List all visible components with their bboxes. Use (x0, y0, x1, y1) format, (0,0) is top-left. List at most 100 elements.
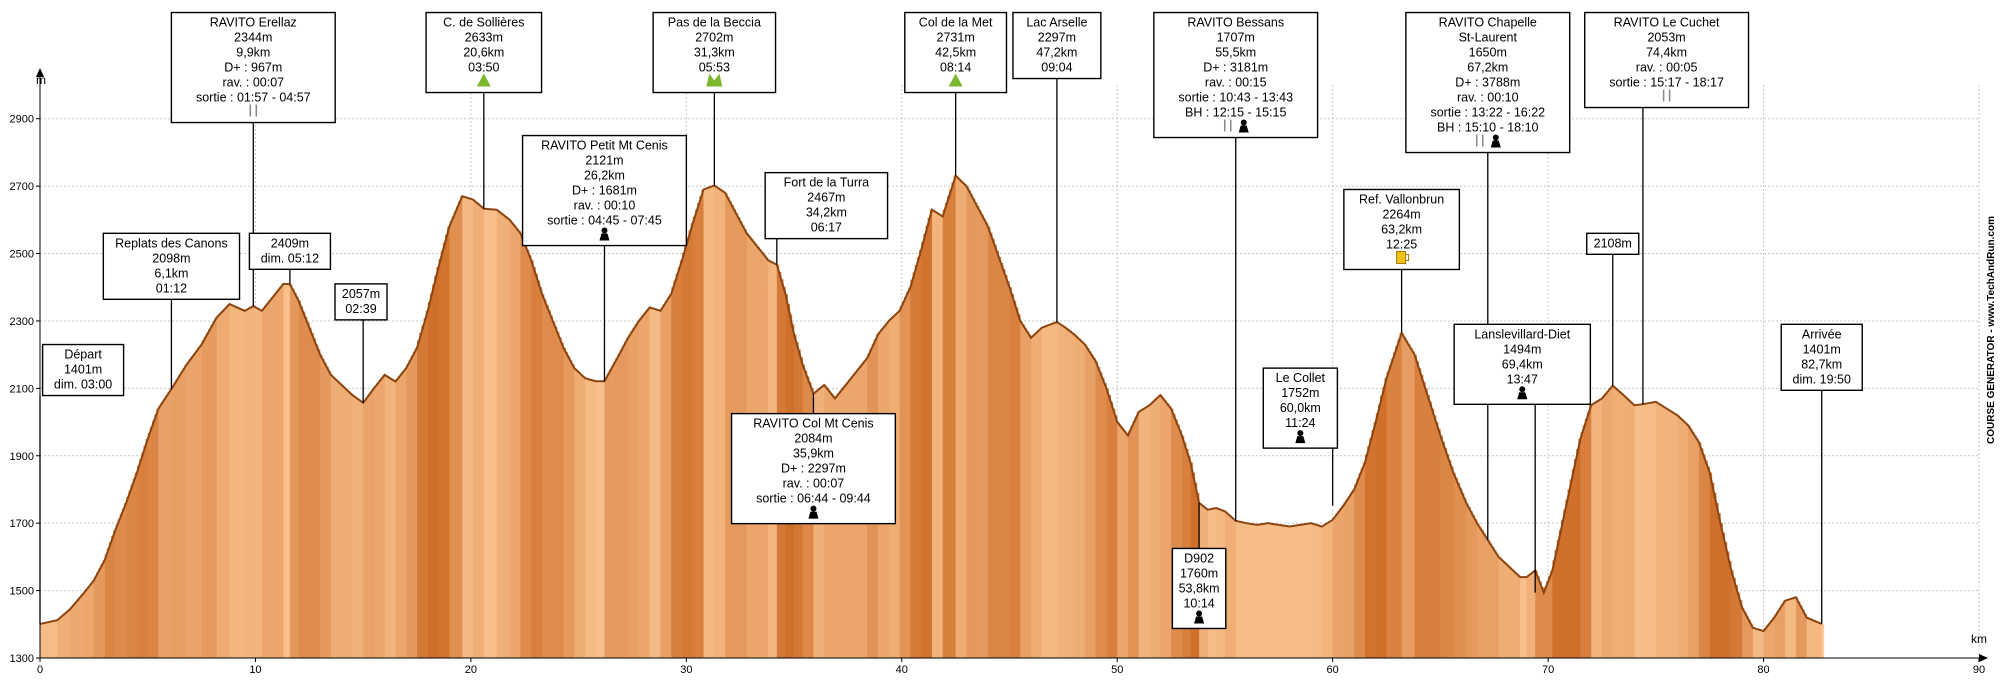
profile-slope-band (438, 258, 442, 658)
profile-slope-band (1599, 398, 1603, 658)
mug-body (1396, 250, 1407, 264)
marker-label-text: BH : 12:15 - 15:15 (1185, 106, 1287, 120)
profile-slope-band (1156, 397, 1159, 658)
profile-slope-band (1513, 571, 1517, 658)
profile-slope-band (1153, 399, 1157, 658)
profile-slope-band (313, 338, 317, 658)
profile-slope-band (1565, 499, 1568, 658)
profile-slope-band (1520, 577, 1523, 658)
marker-label-text: 2121m (585, 154, 623, 168)
marker-label-text: 2731m (937, 31, 975, 45)
profile-slope-band (100, 564, 103, 658)
profile-slope-band (1586, 411, 1590, 658)
profile-slope-band (1063, 326, 1066, 658)
profile-slope-band (981, 214, 984, 658)
profile-slope-band (1668, 409, 1672, 658)
profile-slope-band (975, 202, 978, 658)
profile-slope-band (126, 496, 129, 658)
marker-label-text: Départ (64, 348, 102, 362)
profile-slope-band (1619, 391, 1622, 658)
profile-slope-band (1696, 438, 1700, 658)
profile-slope-band (393, 380, 396, 658)
profile-slope-band (1097, 366, 1101, 658)
profile-slope-band (432, 284, 435, 658)
profile-slope-band (345, 389, 349, 658)
person-body (1194, 616, 1205, 624)
person-body (808, 511, 819, 519)
marker-label-text: Le Collet (1276, 371, 1326, 385)
x-tick-label: 80 (1757, 664, 1769, 676)
profile-slope-band (1099, 372, 1103, 658)
marker-label-text: 1752m (1281, 386, 1319, 400)
x-tick-label: 30 (680, 664, 692, 676)
profile-slope-band (923, 233, 926, 658)
profile-slope-band (1485, 536, 1489, 658)
profile-slope-band (1530, 572, 1534, 658)
profile-slope-band (1395, 345, 1398, 658)
profile-slope-band (1660, 404, 1663, 658)
profile-slope-band (365, 397, 368, 658)
profile-slope-band (1003, 269, 1006, 658)
profile-slope-band (488, 209, 491, 658)
profile-slope-band (1657, 403, 1661, 658)
marker-label-text: Fort de la Turra (784, 176, 869, 190)
profile-slope-band (1524, 577, 1527, 658)
profile-slope-band (1112, 408, 1116, 658)
profile-slope-band (1414, 354, 1417, 658)
profile-slope-band (199, 344, 202, 658)
marker-label-text: 03:50 (468, 61, 499, 75)
profile-slope-band (1306, 523, 1310, 658)
summit-icon (476, 73, 491, 87)
profile-slope-band (223, 308, 226, 658)
profile-slope-band (628, 334, 631, 658)
profile-slope-band (457, 201, 461, 658)
profile-slope-band (1078, 338, 1081, 658)
profile-slope-band (1776, 610, 1779, 658)
profile-slope-band (1321, 525, 1325, 658)
profile-slope-band (682, 252, 685, 658)
profile-slope-band (382, 374, 386, 658)
profile-slope-band (177, 375, 181, 658)
profile-slope-band (57, 618, 60, 658)
profile-slope-band (595, 381, 599, 658)
profile-slope-band (550, 315, 554, 658)
marker-label-box (1780, 323, 1863, 392)
profile-slope-band (1703, 454, 1706, 658)
profile-slope-band (410, 355, 414, 658)
profile-slope-band (1035, 331, 1038, 658)
marker-label-text: dim. 03:00 (54, 378, 112, 392)
profile-slope-band (1670, 411, 1674, 658)
profile-slope-band (1046, 325, 1049, 658)
profile-slope-band (171, 385, 174, 658)
y-tick-label: 2500 (10, 249, 34, 261)
marker-label-text: 1650m (1469, 46, 1507, 60)
profile-slope-band (953, 175, 956, 658)
profile-slope-band (968, 190, 972, 658)
marker-label-text: RAVITO Petit Mt Cenis (541, 139, 668, 153)
profile-slope-band (1720, 523, 1723, 658)
profile-slope-band (358, 399, 362, 658)
profile-slope-band (1339, 508, 1342, 658)
profile-slope-band (354, 396, 358, 658)
profile-slope-band (1802, 609, 1805, 658)
profile-slope-band (1336, 511, 1340, 658)
profile-slope-band (302, 311, 306, 658)
profile-slope-band (164, 395, 168, 658)
profile-slope-band (236, 306, 239, 658)
profile-slope-band (1744, 611, 1747, 658)
profile-slope-band (1436, 422, 1439, 658)
profile-slope-band (1018, 314, 1021, 658)
person-head (1196, 610, 1203, 617)
profile-slope-band (710, 186, 713, 658)
profile-slope-band (929, 209, 933, 658)
profile-slope-band (89, 583, 93, 658)
profile-slope-band (218, 313, 222, 658)
marker-label-text: sortie : 01:57 - 04:57 (196, 91, 311, 105)
x-tick-label: 0 (37, 664, 43, 676)
marker-label-text: 2409m (271, 236, 309, 250)
profile-slope-band (113, 529, 116, 658)
profile-slope-band (1229, 515, 1232, 658)
profile-slope-band (1692, 432, 1695, 658)
profile-slope-band (520, 233, 523, 658)
